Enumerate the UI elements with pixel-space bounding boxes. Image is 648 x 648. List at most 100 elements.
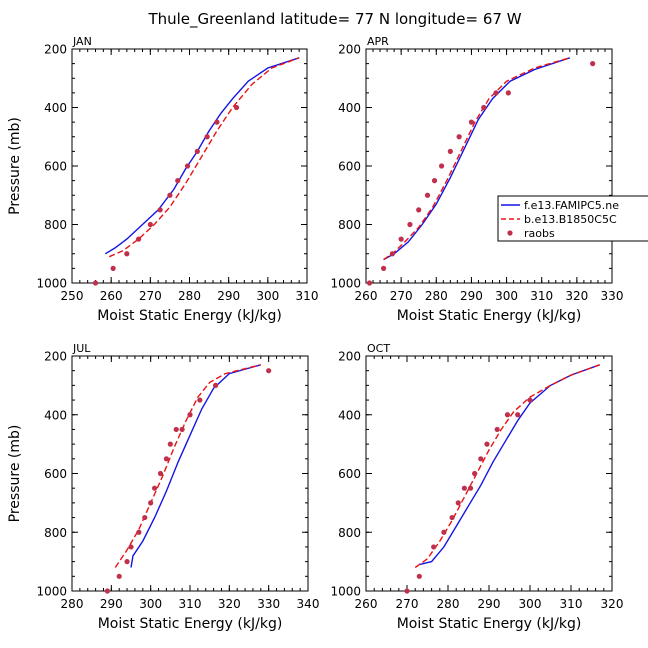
raobs-point: [104, 588, 110, 594]
f-e13-line: [130, 364, 261, 568]
x-tick-label: 340: [297, 597, 320, 611]
legend-label-model2: b.e13.B1850C5C: [524, 213, 617, 226]
raobs-point: [124, 559, 130, 565]
raobs-point: [142, 514, 148, 521]
x-tick-label: 310: [296, 289, 319, 303]
x-tick-label: 290: [217, 289, 240, 303]
x-tick-label: 250: [61, 289, 84, 303]
raobs-point: [431, 178, 438, 184]
series-group: [383, 57, 571, 261]
panel-apr: 260 270 280 290 300 310 320 330 200 400 600 800 1000…: [330, 35, 648, 324]
raobs-point: [416, 207, 422, 213]
series-group: [114, 364, 261, 568]
x-tick-label: 320: [565, 289, 588, 303]
x-tick-label: 310: [530, 289, 553, 303]
x-tick-label: 270: [139, 289, 162, 303]
x-tick-label: 310: [560, 597, 583, 611]
raobs-point: [481, 104, 487, 111]
panel-jan: 250 260 270 280 290 300 310 200 400 600 800 1000 JAN…: [7, 35, 318, 324]
raobs-point: [468, 119, 475, 125]
raobs-point: [416, 573, 422, 579]
x-tick-label: 320: [601, 597, 624, 611]
legend-marker-raobs: [507, 230, 513, 236]
raobs-point: [389, 251, 395, 257]
raobs-point: [424, 192, 431, 198]
x-tick-label: 290: [100, 597, 123, 611]
y-axis-label: Pressure (mb): [7, 425, 23, 523]
x-tick-label: 260: [355, 597, 378, 611]
raobs-point: [404, 588, 410, 594]
raobs-point: [194, 148, 200, 154]
raobs-point: [494, 426, 500, 433]
series-group: [414, 364, 600, 569]
x-tick-label: 280: [178, 289, 201, 303]
y-tick-label: 400: [44, 408, 67, 422]
y-tick-label: 600: [338, 467, 361, 481]
raobs-point: [163, 456, 169, 462]
y-tick-label: 1000: [36, 585, 67, 599]
x-tick-label: 320: [218, 597, 241, 611]
raobs-point: [167, 441, 173, 447]
raobs-point: [157, 470, 164, 477]
x-axis-label: Moist Static Energy (kJ/kg): [98, 616, 283, 632]
raobs-point: [157, 207, 163, 213]
raobs-point: [152, 485, 158, 491]
raobs-point: [431, 544, 437, 550]
x-tick-label: 300: [139, 597, 162, 611]
plot-frame: [365, 355, 613, 592]
b-e13-line: [108, 57, 300, 258]
x-tick-label: 290: [478, 597, 501, 611]
figure-title: Thule_Greenland latitude= 77 N longitude…: [147, 10, 521, 29]
raobs-point: [478, 456, 484, 462]
panels: 250 260 270 280 290 300 310 200 400 600 800 1000 JAN…: [7, 35, 648, 632]
panel-label: APR: [367, 35, 389, 48]
y-tick-label: 1000: [36, 277, 67, 291]
b-e13-line: [114, 364, 261, 568]
y-tick-label: 800: [44, 218, 67, 232]
raobs-point: [590, 61, 596, 67]
raobs-point: [472, 470, 478, 477]
y-tick-label: 400: [44, 101, 67, 115]
raobs-point: [214, 119, 220, 125]
raobs-point: [124, 251, 130, 257]
x-tick-label: 260: [100, 289, 123, 303]
y-tick-label: 1000: [330, 585, 361, 599]
raobs-point: [484, 441, 490, 447]
raobs-point: [187, 412, 193, 418]
raobs-point: [527, 397, 533, 403]
b-e13-line: [383, 57, 570, 261]
raobs-point: [467, 485, 474, 491]
x-tick-label: 300: [519, 597, 542, 611]
raobs-point: [136, 529, 142, 535]
x-tick-label: 290: [460, 289, 483, 303]
raobs-point: [184, 163, 191, 169]
raobs-point: [441, 529, 447, 535]
y-tick-label: 200: [338, 43, 361, 57]
raobs-point: [110, 265, 116, 271]
raobs-point: [233, 104, 240, 111]
raobs-point: [204, 134, 210, 140]
raobs-point: [147, 221, 153, 228]
raobs-point: [116, 573, 122, 579]
x-tick-label: 260: [355, 289, 378, 303]
raobs-point: [493, 90, 499, 96]
y-tick-label: 400: [338, 101, 361, 115]
panel-label: OCT: [367, 342, 390, 355]
x-tick-label: 280: [437, 597, 460, 611]
y-tick-label: 800: [338, 218, 361, 232]
x-tick-label: 330: [257, 597, 280, 611]
series-group: [104, 57, 300, 258]
raobs-point: [461, 485, 467, 491]
raobs-point: [212, 382, 219, 388]
y-tick-label: 600: [44, 467, 67, 481]
y-tick-label: 800: [338, 526, 361, 540]
f-e13-line: [419, 364, 600, 566]
y-tick-label: 600: [338, 160, 361, 174]
raobs-point: [455, 500, 461, 506]
x-axis-label: Moist Static Energy (kJ/kg): [97, 308, 282, 324]
x-axis-label: Moist Static Energy (kJ/kg): [397, 308, 582, 324]
y-tick-label: 200: [338, 350, 361, 364]
raobs-point: [504, 412, 511, 418]
x-tick-label: 300: [256, 289, 279, 303]
raobs-point: [266, 368, 272, 374]
